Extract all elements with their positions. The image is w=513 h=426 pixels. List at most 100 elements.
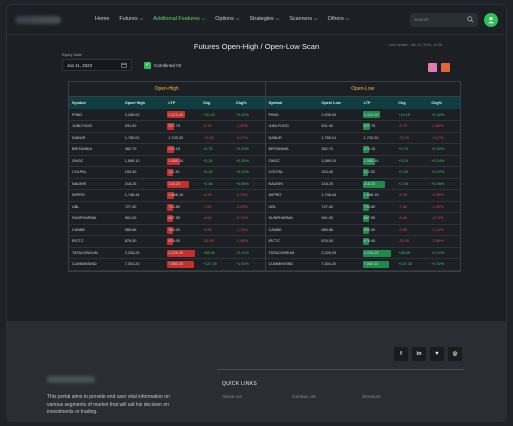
- ltp-bar: [167, 238, 174, 245]
- chg-cell: -7.60: [199, 201, 233, 213]
- table-row[interactable]: NAUKRI 218.25 218.25 +2.08 +0.95%: [69, 178, 265, 190]
- nav-item-2[interactable]: Additional Features ⌵: [153, 16, 206, 22]
- table-row[interactable]: WIPRO 1,748.44 1,668.15 -5.25 -0.25%: [69, 189, 265, 202]
- open-cell: 961.00: [318, 212, 361, 225]
- open-low-table: Open-Low Symbol Open/ Low LTP Chg Chg% PIIND…: [264, 82, 460, 271]
- nav-item-1[interactable]: Futures ⌵: [119, 16, 144, 22]
- symbol-cell: DABUR: [69, 132, 122, 144]
- chg-cell: +3.24: [199, 155, 233, 167]
- facebook-icon[interactable]: f: [394, 347, 408, 361]
- table-row[interactable]: JUBLFOOD 531.90 527.75 -9.70 -1.80%: [69, 120, 265, 133]
- table-row[interactable]: UBL 727.40 734.80 -7.60 -1.00%: [69, 201, 265, 213]
- table-row[interactable]: TATACONSUM 2,226.25 2,226.25 +48.05 +2.21%: [69, 247, 265, 259]
- table-row[interactable]: BRITANNIA 382.70 375.15 +0.75 +0.20%: [265, 143, 460, 156]
- quick-link-1[interactable]: Contact Us: [292, 395, 316, 400]
- table-row[interactable]: CUMMINSIND 7,304.20 7,880.30 +137.35 +1.92%: [265, 258, 460, 271]
- chg-cell: +0.75: [395, 143, 429, 156]
- ltp-bar: [167, 215, 174, 222]
- low-col-header[interactable]: Open/ Low: [318, 97, 361, 109]
- table-row[interactable]: PIIND 2,435.00 2,410.00 +10.15 +0.42%: [69, 109, 265, 121]
- chg-pct-cell: +1.92%: [232, 258, 265, 271]
- high-col-header[interactable]: Chg: [199, 97, 233, 109]
- ltp-cell: 734.80: [165, 201, 200, 213]
- low-col-header[interactable]: Chg: [395, 97, 429, 109]
- table-row[interactable]: ONGC 1,589.10 1,585.14 +3.24 +0.24%: [265, 155, 460, 167]
- low-col-header[interactable]: LTP: [360, 97, 396, 109]
- table-row[interactable]: IRCTC 876.00 876.00 -25.90 -2.86%: [69, 235, 265, 248]
- open-cell: 2,226.25: [121, 247, 166, 259]
- chg-cell: +2.08: [395, 178, 429, 190]
- nav-item-5[interactable]: Scanners ⌵: [289, 16, 318, 22]
- high-col-header[interactable]: LTP: [165, 97, 200, 109]
- checkbox-checked-icon[interactable]: ✓: [144, 62, 151, 69]
- nav-item-0[interactable]: Home: [95, 16, 110, 22]
- nav-item-6[interactable]: Others ⌵: [327, 16, 350, 22]
- high-col-header[interactable]: Chg%: [232, 97, 265, 109]
- ltp-bar: [362, 146, 370, 153]
- table-row[interactable]: TATACONSUM 2,226.25 2,226.25 +48.05 +2.21%: [265, 247, 460, 259]
- table-row[interactable]: DABUR 1,785.01 1,703.20 -73.90 -4.17%: [265, 132, 460, 144]
- table-row[interactable]: COLPAL 153.40 111.30 +0.25 +0.22%: [265, 166, 460, 179]
- nav-item-3[interactable]: Options ⌵: [215, 16, 240, 22]
- combined-oi-toggle[interactable]: ✓ Combined OI: [144, 62, 181, 69]
- ltp-cell: 375.15: [165, 143, 200, 156]
- table-row[interactable]: BRITANNIA 382.70 375.15 +0.75 +0.20%: [69, 143, 265, 156]
- table-row[interactable]: ONGC 1,589.10 1,585.14 +3.24 +0.24%: [69, 155, 265, 167]
- chg-pct-cell: -0.25%: [428, 189, 460, 202]
- ltp-cell: 950.00: [165, 224, 200, 236]
- chg-pct-cell: -4.17%: [232, 132, 265, 144]
- ltp-cell: 867.55: [165, 212, 200, 225]
- low-col-header[interactable]: Symbol: [265, 97, 319, 109]
- quick-link-2[interactable]: Services: [362, 395, 381, 400]
- table-row[interactable]: SUNPHARMA 961.00 867.55 -6.60 -0.74%: [265, 212, 460, 225]
- table-row[interactable]: CANBK 985.86 950.00 -9.85 -1.14%: [69, 224, 265, 236]
- footer-logo: [47, 376, 95, 383]
- ltp-cell: 375.15: [360, 143, 396, 156]
- ltp-bar: [167, 192, 174, 199]
- chg-cell: -9.70: [395, 120, 429, 133]
- open-cell: 985.86: [318, 224, 361, 236]
- ltp-cell: 111.30: [360, 166, 396, 179]
- ltp-cell: 218.25: [360, 178, 396, 190]
- user-avatar-icon[interactable]: [484, 12, 498, 27]
- chg-cell: -25.90: [199, 235, 233, 248]
- nav-item-4[interactable]: Strategies ⌵: [249, 16, 280, 22]
- instagram-icon[interactable]: ◎: [448, 347, 462, 361]
- logo[interactable]: [15, 15, 61, 24]
- search-icon[interactable]: [467, 16, 474, 23]
- table-row[interactable]: COLPAL 153.40 111.30 +0.25 +0.22%: [69, 166, 265, 179]
- high-col-header[interactable]: Symbol: [69, 97, 122, 109]
- quick-link-0[interactable]: About Us: [222, 395, 242, 400]
- export-excel-icon[interactable]: [441, 63, 450, 72]
- chg-pct-cell: -2.86%: [232, 235, 265, 248]
- ltp-cell: 1,703.20: [165, 132, 200, 144]
- table-row[interactable]: JUBLFOOD 531.90 527.75 -9.70 -1.80%: [265, 120, 460, 133]
- calendar-icon[interactable]: [121, 62, 127, 68]
- table-row[interactable]: UBL 727.40 734.80 -7.60 -1.00%: [265, 201, 460, 213]
- table-row[interactable]: CANBK 985.86 950.00 -9.85 -1.14%: [265, 224, 460, 236]
- scan-tables: Open-High Symbol Open/ High LTP Chg Chg% PII…: [68, 81, 461, 272]
- high-col-header[interactable]: Open/ High: [121, 97, 166, 109]
- table-row[interactable]: PIIND 2,435.00 2,410.00 +10.15 +0.42%: [265, 109, 460, 121]
- table-row[interactable]: DABUR 1,785.01 1,703.20 -73.90 -4.17%: [69, 132, 265, 144]
- expiry-date-picker[interactable]: Jan 11, 2023: [62, 59, 132, 71]
- open-low-title: Open-Low: [265, 82, 460, 97]
- search-input[interactable]: Search: [410, 12, 478, 27]
- table-row[interactable]: CUMMINSIND 7,304.20 7,880.30 +137.35 +1.92%: [69, 258, 265, 271]
- table-row[interactable]: WIPRO 1,748.44 1,668.15 -5.25 -0.25%: [265, 189, 460, 202]
- export-pdf-icon[interactable]: [428, 63, 437, 72]
- table-row[interactable]: SUNPHARMA 961.00 867.55 -6.60 -0.74%: [69, 212, 265, 225]
- linkedin-icon[interactable]: in: [412, 347, 426, 361]
- footer-divider: [217, 369, 464, 370]
- symbol-cell: UBL: [265, 201, 319, 213]
- chg-pct-cell: +0.24%: [232, 155, 265, 167]
- table-row[interactable]: NAUKRI 218.25 218.25 +2.08 +0.95%: [265, 178, 460, 190]
- twitter-icon[interactable]: ▼: [430, 347, 444, 361]
- top-nav: Home Futures ⌵ Additional Features ⌵ Option…: [7, 5, 506, 35]
- chg-pct-cell: +2.21%: [232, 247, 265, 259]
- chg-pct-cell: +0.20%: [428, 143, 460, 156]
- ltp-cell: 876.00: [360, 235, 396, 248]
- table-row[interactable]: IRCTC 876.00 876.00 -25.90 -2.86%: [265, 235, 460, 248]
- low-col-header[interactable]: Chg%: [428, 97, 460, 109]
- main-menu: Home Futures ⌵ Additional Features ⌵ Option…: [95, 16, 349, 23]
